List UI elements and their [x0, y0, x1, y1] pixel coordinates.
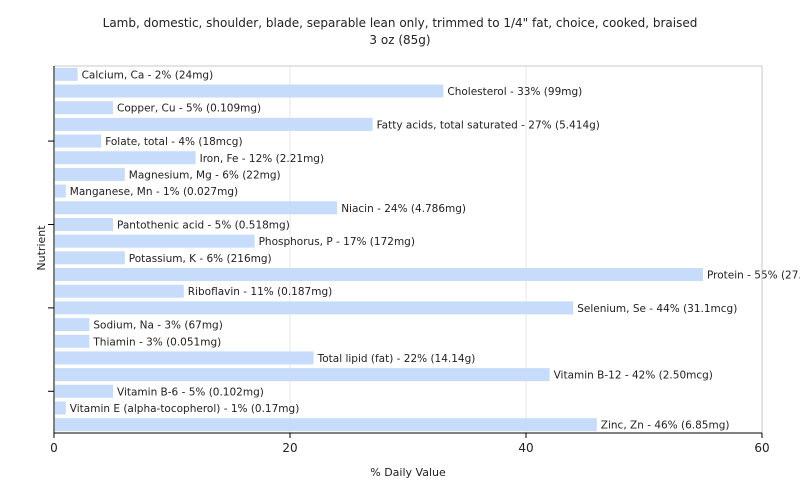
bar-label-20: Vitamin E (alpha-tocopherol) - 1% (0.17m… — [70, 403, 299, 415]
bar-label-3: Fatty acids, total saturated - 27% (5.41… — [377, 119, 600, 131]
axes-group — [48, 65, 763, 434]
bar-3 — [55, 117, 373, 131]
bar-label-5: Iron, Fe - 12% (2.21mg) — [200, 153, 324, 165]
bar-6 — [55, 167, 125, 181]
bar-label-7: Manganese, Mn - 1% (0.027mg) — [70, 186, 238, 198]
bar-5 — [55, 151, 196, 165]
bar-17 — [55, 351, 314, 365]
y-axis-label: Nutrient — [35, 225, 48, 271]
bar-16 — [55, 334, 90, 348]
bar-label-1: Cholesterol - 33% (99mg) — [447, 86, 582, 98]
bar-12 — [55, 268, 703, 282]
bar-label-4: Folate, total - 4% (18mcg) — [105, 136, 242, 148]
bar-11 — [55, 251, 125, 265]
bar-label-21: Zinc, Zn - 46% (6.85mg) — [601, 420, 730, 432]
bar-label-13: Riboflavin - 11% (0.187mg) — [188, 286, 332, 298]
bar-2 — [55, 101, 113, 115]
bar-label-10: Phosphorus, P - 17% (172mg) — [259, 236, 415, 248]
bar-18 — [55, 368, 550, 382]
bar-20 — [55, 401, 66, 415]
bar-label-9: Pantothenic acid - 5% (0.518mg) — [117, 219, 290, 231]
bar-21 — [55, 418, 597, 432]
x-tick-labels: 0 20 40 60 — [50, 433, 770, 455]
bar-13 — [55, 284, 184, 298]
bar-14 — [55, 301, 574, 315]
bar-4 — [55, 134, 102, 148]
bar-0 — [55, 67, 78, 81]
bar-label-18: Vitamin B-12 - 42% (2.50mcg) — [554, 370, 713, 382]
bars-group: Calcium, Ca - 2% (24mg) Cholesterol - 33%… — [55, 67, 800, 432]
bar-label-15: Sodium, Na - 3% (67mg) — [93, 320, 222, 332]
x-tick-label-0: 0 — [50, 441, 58, 455]
bar-label-2: Copper, Cu - 5% (0.109mg) — [117, 103, 261, 115]
bar-9 — [55, 217, 113, 231]
chart-title: Lamb, domestic, shoulder, blade, separab… — [103, 16, 698, 30]
x-tick-label-1: 20 — [282, 441, 297, 455]
bar-label-6: Magnesium, Mg - 6% (22mg) — [129, 169, 281, 181]
bar-15 — [55, 318, 90, 332]
bar-8 — [55, 201, 338, 215]
bar-label-17: Total lipid (fat) - 22% (14.14g) — [317, 353, 476, 365]
bar-10 — [55, 234, 255, 248]
bar-label-11: Potassium, K - 6% (216mg) — [129, 253, 272, 265]
x-axis-label: % Daily Value — [370, 466, 446, 479]
bar-label-16: Thiamin - 3% (0.051mg) — [92, 336, 221, 348]
x-tick-label-2: 40 — [518, 441, 533, 455]
bar-7 — [55, 184, 66, 198]
bar-1 — [55, 84, 444, 98]
chart-subtitle: 3 oz (85g) — [369, 33, 430, 47]
bar-19 — [55, 384, 113, 398]
bar-label-0: Calcium, Ca - 2% (24mg) — [82, 69, 214, 81]
bar-label-19: Vitamin B-6 - 5% (0.102mg) — [117, 386, 264, 398]
bar-label-14: Selenium, Se - 44% (31.1mcg) — [577, 303, 737, 315]
bar-label-12: Protein - 55% (27.50g) — [707, 270, 800, 282]
bar-label-8: Niacin - 24% (4.786mg) — [341, 203, 466, 215]
x-tick-label-3: 60 — [754, 441, 769, 455]
